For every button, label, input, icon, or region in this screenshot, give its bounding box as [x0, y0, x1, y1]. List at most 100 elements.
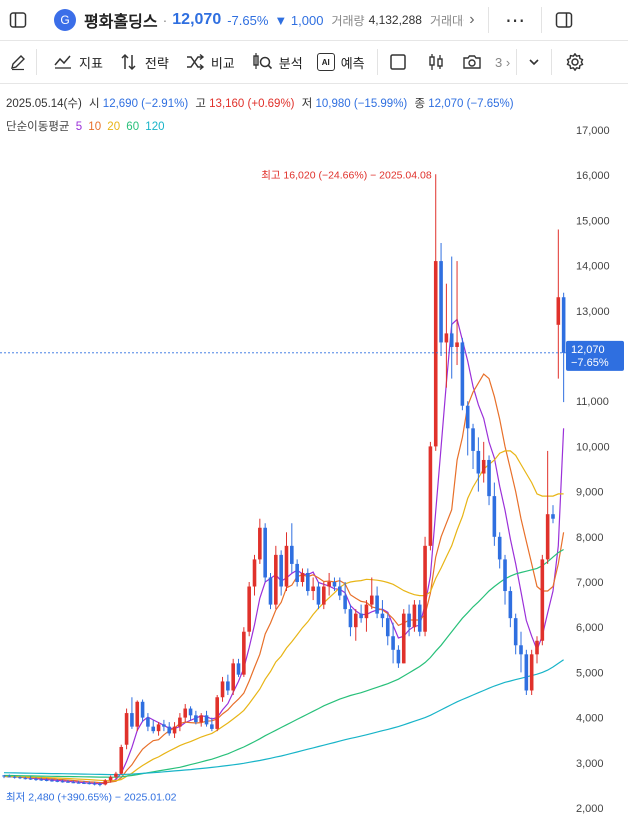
camera-icon[interactable]: [454, 53, 490, 71]
current-price-tag-pct: −7.65%: [571, 357, 609, 369]
candle: [391, 622, 395, 664]
analysis-button[interactable]: 분석: [251, 52, 303, 72]
open-value: 12,690 (−2.91%): [102, 98, 189, 110]
candle: [60, 779, 65, 783]
change-percent: -7.65%: [227, 12, 269, 28]
y-tick-label: 15,000: [576, 215, 610, 227]
candle: [332, 577, 337, 592]
candle: [433, 174, 438, 451]
chevron-down-icon[interactable]: [517, 55, 551, 69]
chart-toolbar: 지표 전략 비교 분석 AI 예측 3 ›: [0, 41, 628, 84]
ma-line-5: [3, 318, 565, 785]
candle: [508, 586, 513, 628]
candle: [519, 631, 523, 673]
candle: [561, 292, 566, 403]
candle: [471, 423, 475, 469]
indicators-button[interactable]: 지표: [53, 53, 103, 72]
candle: [407, 604, 411, 637]
ticker-header: G 평화홀딩스 · 12,070 -7.65% ▼ 1,000 거래량 4,13…: [0, 0, 628, 41]
candlestick-icon[interactable]: [418, 53, 454, 71]
strategy-button[interactable]: 전략: [119, 53, 169, 72]
candle: [204, 710, 209, 727]
high-annotation: 최고 16,020 (−24.66%) − 2025.04.08: [261, 169, 432, 181]
candle: [439, 243, 443, 356]
candle: [524, 649, 529, 695]
candle: [135, 700, 140, 732]
stock-name[interactable]: 평화홀딩스: [84, 14, 158, 31]
more-menu-icon[interactable]: ⋯: [504, 9, 525, 32]
predict-button[interactable]: AI 예측: [316, 53, 365, 72]
y-tick-label: 7,000: [576, 577, 604, 589]
candle: [2, 775, 6, 779]
candle: [300, 568, 305, 587]
candle: [172, 722, 177, 738]
candle: [529, 649, 534, 695]
gear-icon[interactable]: [552, 52, 598, 72]
candle: [556, 229, 561, 379]
candle: [23, 776, 28, 780]
candle: [114, 771, 118, 780]
candle: [455, 261, 459, 366]
candle: [188, 706, 193, 720]
candle: [103, 779, 108, 786]
ohlc-date: 2025.05.14(수): [6, 98, 82, 110]
candle: [263, 523, 267, 582]
candle: [71, 780, 76, 784]
y-tick-label: 14,000: [576, 261, 610, 273]
candle: [231, 658, 235, 695]
candle: [55, 779, 60, 783]
ohlc-legend: 2025.05.14(수) 시 12,690 (−2.91%) 고 13,160…: [6, 95, 514, 111]
trade-amount-label: 거래대금: [429, 13, 464, 28]
y-tick-label: 5,000: [576, 667, 604, 679]
candle: [92, 781, 97, 786]
divider: [550, 49, 552, 75]
candle: [460, 337, 465, 411]
candle: [540, 554, 545, 646]
y-tick-label: 12,000: [576, 351, 610, 363]
pencil-icon[interactable]: [0, 53, 36, 71]
y-tick-label: 4,000: [576, 713, 604, 725]
candle: [551, 505, 555, 524]
candle: [417, 600, 422, 637]
ma-legend[interactable]: 단순이동평균 5 10 20 60 120: [6, 118, 164, 134]
sidebar-toggle-icon[interactable]: [0, 0, 36, 40]
candle: [492, 482, 497, 546]
divider: [36, 49, 37, 75]
divider: [487, 7, 489, 33]
separator-dot: ·: [162, 12, 168, 28]
ma-legend-label: 단순이동평균: [6, 121, 70, 133]
candle: [199, 713, 204, 727]
candle: [428, 441, 433, 551]
indicators-label: 지표: [79, 55, 103, 71]
volume-label: 거래량: [331, 13, 365, 28]
candle: [140, 699, 145, 723]
candle: [359, 604, 363, 623]
overflow-count[interactable]: 3 ›: [495, 54, 511, 70]
candle: [268, 572, 273, 610]
candle: [178, 713, 182, 732]
candle: [183, 704, 188, 723]
candle: [215, 695, 219, 732]
square-icon[interactable]: [378, 53, 418, 71]
ma-period-10: 10: [88, 121, 102, 133]
analysis-icon: [253, 53, 272, 70]
candle: [481, 441, 486, 483]
candle: [210, 717, 214, 732]
panel-toggle-icon[interactable]: [542, 0, 586, 40]
candles: [2, 174, 566, 787]
ma-period-5: 5: [75, 121, 83, 133]
candle: [343, 582, 347, 614]
y-tick-label: 16,000: [576, 170, 610, 182]
compare-button[interactable]: 비교: [185, 53, 235, 72]
candle: [444, 283, 449, 388]
candle: [449, 256, 454, 379]
candle: [226, 674, 230, 695]
low-value: 10,980 (−15.99%): [315, 98, 408, 110]
change-amount: ▼ 1,000: [274, 12, 324, 28]
chevron-right-icon[interactable]: ›: [469, 11, 475, 28]
shuffle-icon: [186, 53, 204, 71]
candle: [279, 550, 283, 596]
candle: [124, 708, 129, 750]
candle: [87, 781, 92, 785]
candle: [316, 582, 321, 610]
